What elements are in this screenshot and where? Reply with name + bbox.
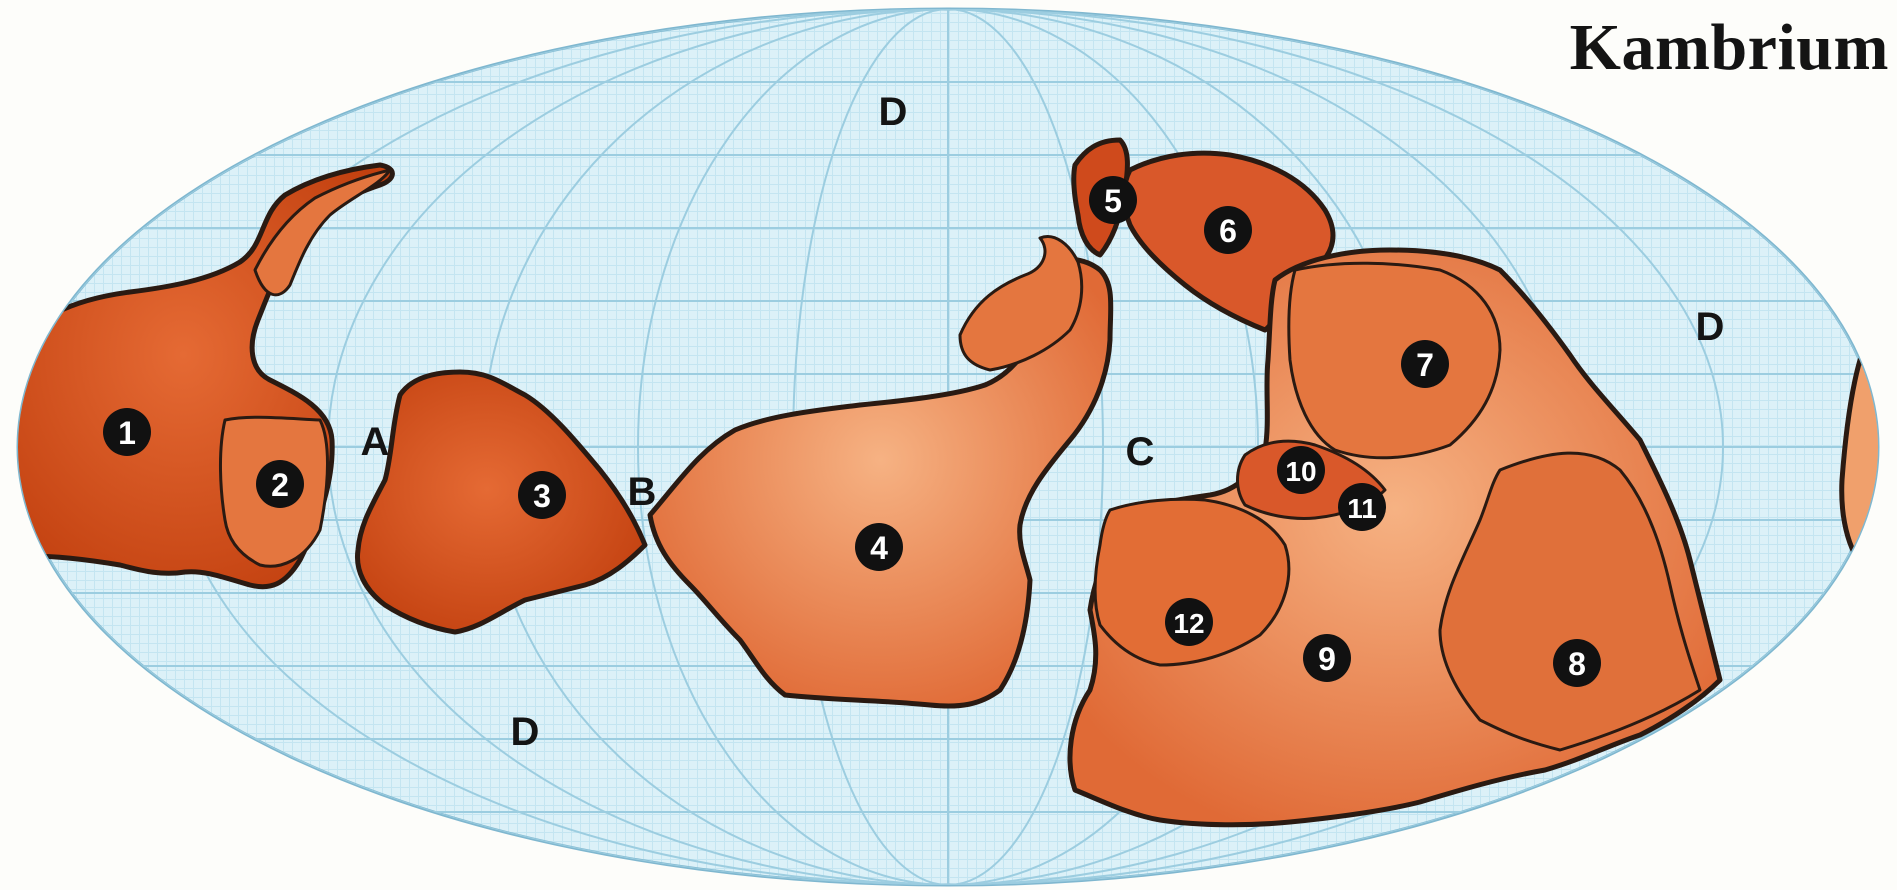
marker-6: 6 xyxy=(1204,206,1252,254)
landmass-12 xyxy=(1093,497,1291,667)
landmass-1-upper-arm xyxy=(253,168,392,297)
marker-4: 4 xyxy=(855,523,903,571)
marker-9-label: 9 xyxy=(1318,641,1336,677)
marker-10: 10 xyxy=(1277,446,1325,494)
marker-2: 2 xyxy=(256,460,304,508)
marker-12: 12 xyxy=(1165,598,1213,646)
marker-11: 11 xyxy=(1338,483,1386,531)
ocean-label-d-east: D xyxy=(1696,305,1725,349)
marker-8-label: 8 xyxy=(1568,646,1586,682)
continent-markers: 1 2 3 4 5 6 7 8 9 10 11 12 xyxy=(103,176,1601,687)
ocean-label-c: C xyxy=(1126,430,1155,474)
ocean-label-d-north: D xyxy=(879,90,908,134)
landmass-7 xyxy=(1287,261,1502,460)
landmass-3 xyxy=(354,369,648,635)
marker-9: 9 xyxy=(1303,634,1351,682)
marker-3: 3 xyxy=(518,471,566,519)
marker-1-label: 1 xyxy=(118,415,136,451)
marker-8: 8 xyxy=(1553,639,1601,687)
ocean-label-a: A xyxy=(361,420,390,464)
marker-3-label: 3 xyxy=(533,478,551,514)
ocean-label-d-south: D xyxy=(511,710,540,754)
marker-5: 5 xyxy=(1089,176,1137,224)
marker-7: 7 xyxy=(1401,340,1449,388)
marker-2-label: 2 xyxy=(271,467,289,503)
ocean-label-b: B xyxy=(628,470,657,514)
landmass-8 xyxy=(1438,451,1702,752)
marker-5-label: 5 xyxy=(1104,183,1122,219)
marker-1: 1 xyxy=(103,408,151,456)
marker-4-label: 4 xyxy=(870,530,888,566)
marker-11-label: 11 xyxy=(1347,493,1377,524)
marker-12-label: 12 xyxy=(1173,608,1204,639)
marker-6-label: 6 xyxy=(1219,213,1237,249)
landmasses xyxy=(18,137,1878,828)
landmass-4-arm xyxy=(958,235,1084,372)
marker-7-label: 7 xyxy=(1416,347,1434,383)
landmass-4 xyxy=(647,256,1114,709)
ocean-labels: D D D A B C xyxy=(361,90,1725,754)
map-title: Kambrium xyxy=(1569,11,1889,84)
marker-10-label: 10 xyxy=(1285,456,1316,487)
